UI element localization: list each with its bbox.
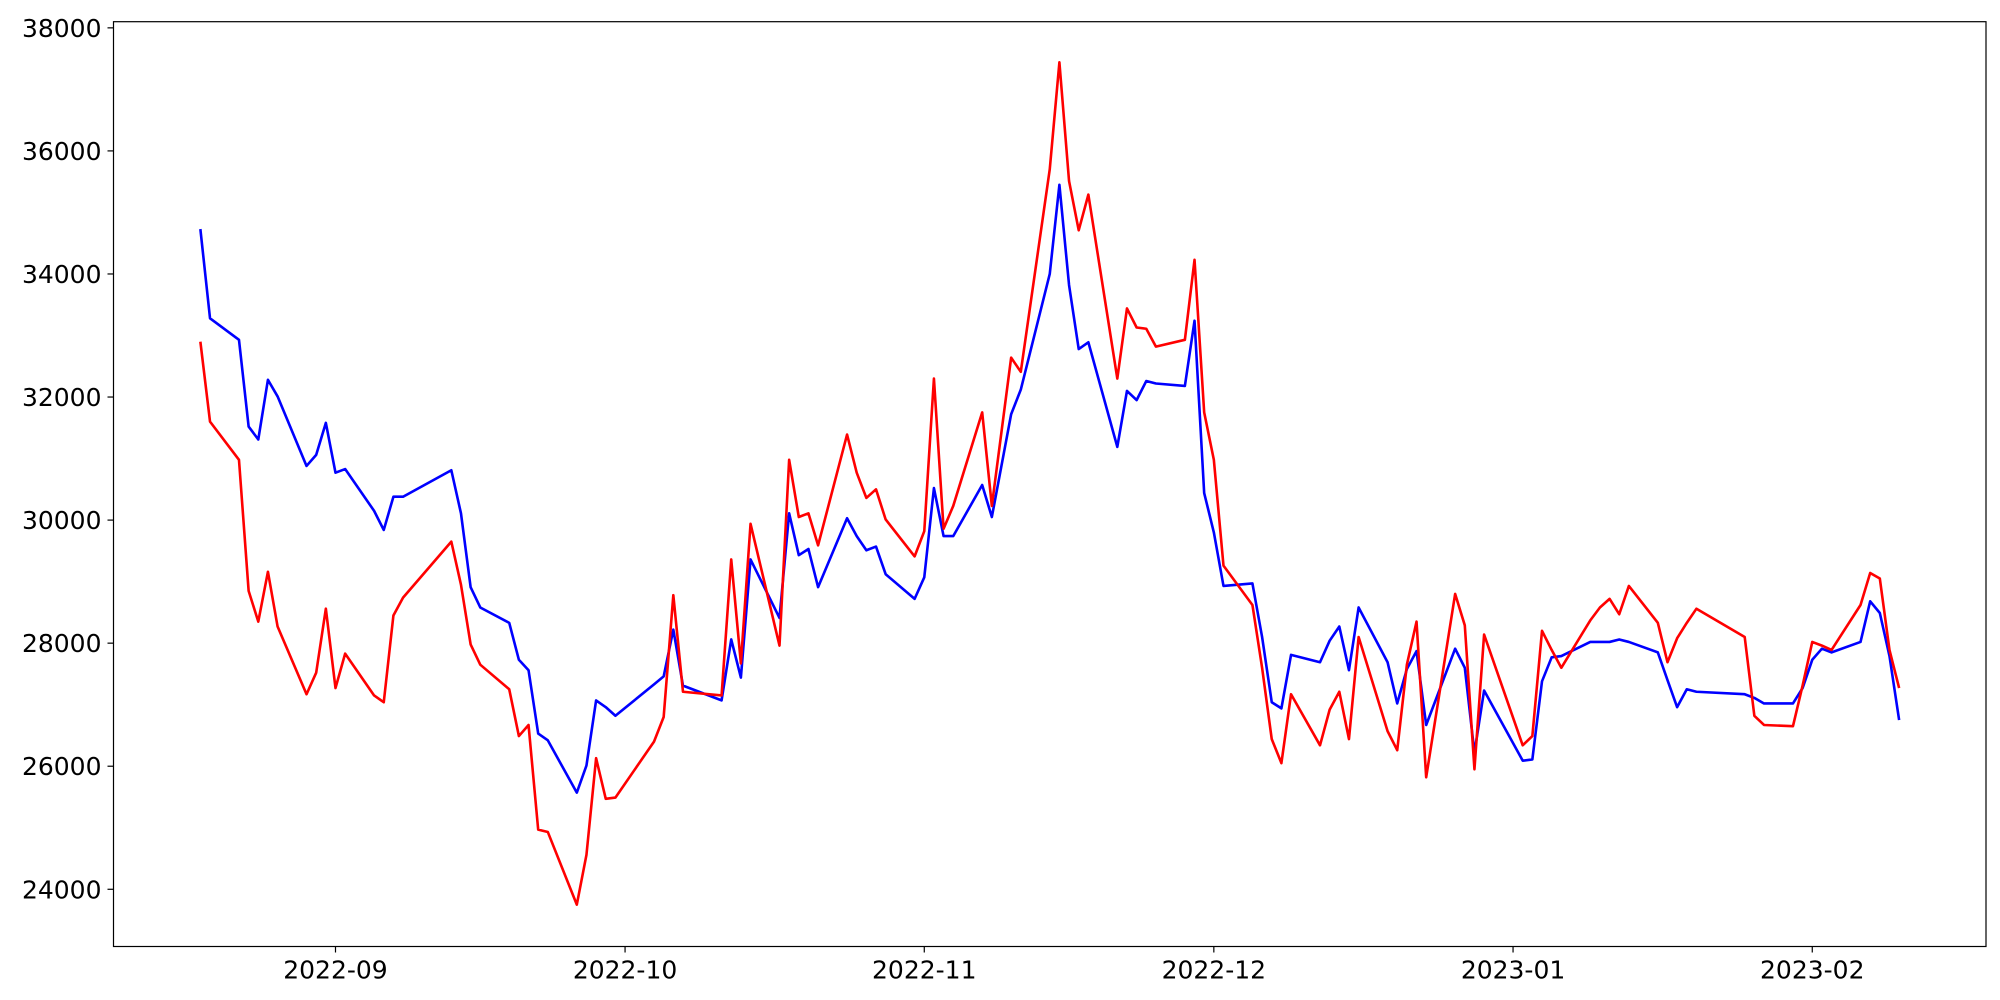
x-tick-label: 2022-10 bbox=[573, 956, 677, 985]
x-tick-label: 2022-12 bbox=[1162, 956, 1266, 985]
y-tick-label: 26000 bbox=[22, 752, 102, 781]
y-tick-label: 34000 bbox=[22, 260, 102, 289]
line-series bbox=[199, 183, 1901, 794]
y-tick-label: 36000 bbox=[22, 137, 102, 166]
line-series bbox=[199, 61, 1901, 906]
x-tick-label: 2022-11 bbox=[872, 956, 976, 985]
y-tick-label: 24000 bbox=[22, 875, 102, 904]
y-tick-label: 38000 bbox=[22, 14, 102, 43]
x-tick-label: 2022-09 bbox=[283, 956, 387, 985]
plot-frame bbox=[112, 21, 1987, 948]
x-tick-label: 2023-02 bbox=[1760, 956, 1864, 985]
y-tick-label: 30000 bbox=[22, 506, 102, 535]
y-tick-label: 32000 bbox=[22, 383, 102, 412]
x-tick-label: 2023-01 bbox=[1461, 956, 1565, 985]
y-tick-label: 28000 bbox=[22, 629, 102, 658]
